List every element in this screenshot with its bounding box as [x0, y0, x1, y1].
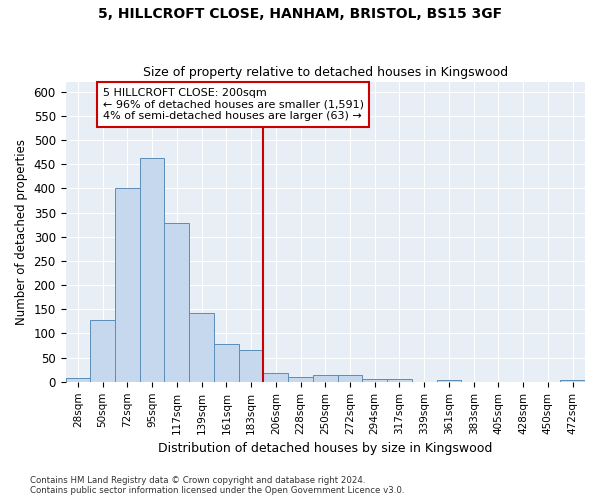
- Bar: [164, 223, 189, 382]
- Bar: [115, 188, 140, 382]
- Text: 5 HILLCROFT CLOSE: 200sqm
← 96% of detached houses are smaller (1,591)
4% of sem: 5 HILLCROFT CLOSE: 200sqm ← 96% of detac…: [103, 88, 364, 121]
- Bar: [214, 344, 239, 382]
- Bar: [338, 374, 362, 382]
- Y-axis label: Number of detached properties: Number of detached properties: [15, 139, 28, 325]
- Text: 5, HILLCROFT CLOSE, HANHAM, BRISTOL, BS15 3GF: 5, HILLCROFT CLOSE, HANHAM, BRISTOL, BS1…: [98, 8, 502, 22]
- Bar: [288, 376, 313, 382]
- Bar: [560, 380, 585, 382]
- Bar: [239, 350, 263, 382]
- Bar: [362, 379, 387, 382]
- Bar: [140, 158, 164, 382]
- Bar: [263, 372, 288, 382]
- Bar: [65, 378, 90, 382]
- Bar: [189, 312, 214, 382]
- Bar: [387, 379, 412, 382]
- Title: Size of property relative to detached houses in Kingswood: Size of property relative to detached ho…: [143, 66, 508, 80]
- X-axis label: Distribution of detached houses by size in Kingswood: Distribution of detached houses by size …: [158, 442, 493, 455]
- Bar: [313, 374, 338, 382]
- Bar: [437, 380, 461, 382]
- Text: Contains HM Land Registry data © Crown copyright and database right 2024.
Contai: Contains HM Land Registry data © Crown c…: [30, 476, 404, 495]
- Bar: [90, 320, 115, 382]
